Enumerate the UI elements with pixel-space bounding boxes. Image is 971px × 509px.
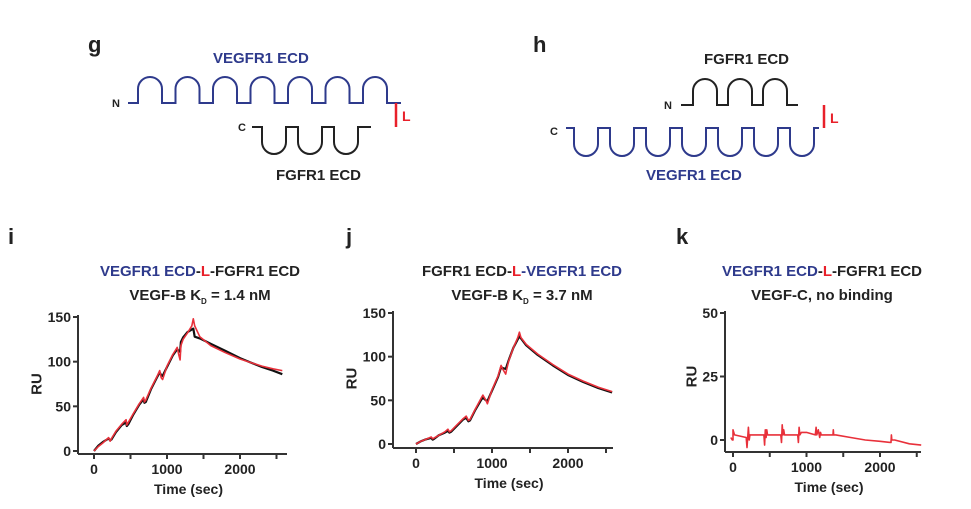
y-axis-label: RU: [29, 373, 46, 395]
x-tick-label: 2000: [552, 455, 583, 471]
series-fit-line: [415, 335, 613, 445]
y-tick-label: 0: [378, 436, 386, 452]
y-tick-label: 50: [370, 392, 386, 408]
chart-title: FGFR1 ECD-L-VEGFR1 ECD: [422, 263, 622, 280]
y-tick-label: 100: [48, 354, 72, 370]
y-tick-label: 150: [363, 305, 387, 321]
chart-title-part: VEGFR1 ECD: [526, 263, 622, 280]
x-axis-label: Time (sec): [795, 479, 864, 495]
diagram-h-top-label: FGFR1 ECD: [704, 51, 789, 68]
y-tick-label: 0: [63, 443, 71, 459]
chart-title-part: L: [823, 263, 832, 280]
chart-title-part: -: [818, 263, 823, 280]
chart-i: i VEGFR1 ECD-L-FGFR1 ECD VEGF-B KD = 1.4 n…: [8, 224, 300, 497]
chart-title-part: FGFR1 ECD: [422, 263, 507, 280]
x-tick-label: 1000: [476, 455, 507, 471]
x-tick-label: 1000: [791, 459, 822, 475]
y-tick-label: 150: [48, 309, 72, 325]
diagram-h-c-terminus: C: [550, 126, 558, 138]
y-axis-label: RU: [683, 366, 700, 388]
chart-subtitle: VEGF-C, no binding: [751, 287, 893, 304]
chart-title: VEGFR1 ECD-L-FGFR1 ECD: [100, 263, 300, 280]
diagram-g-linker-label: L: [402, 108, 411, 124]
series-data-line: [415, 331, 613, 445]
y-tick-label: 100: [363, 349, 387, 365]
diagram-h-linker-label: L: [830, 110, 839, 126]
chart-title-part: -: [521, 263, 526, 280]
panel-label-i: i: [8, 224, 14, 249]
series-fit-line: [93, 327, 283, 452]
chart-title-part: -FGFR1 ECD: [832, 263, 922, 280]
chart-title-part: L: [201, 263, 210, 280]
diagram-h: h FGFR1 ECD N C L VEGFR1 ECD: [533, 32, 839, 184]
diagram-g: g VEGFR1 ECD N C L FGFR1 ECD: [88, 32, 411, 184]
y-tick-label: 0: [710, 432, 718, 448]
x-tick-label: 2000: [224, 461, 255, 477]
y-axis-label: RU: [344, 368, 361, 390]
x-tick-label: 1000: [151, 461, 182, 477]
chart-subtitle: VEGF-B KD = 1.4 nM: [129, 287, 270, 306]
subtitle-suffix: = 3.7 nM: [529, 287, 593, 304]
x-axis-label: Time (sec): [475, 475, 544, 491]
x-tick-label: 2000: [864, 459, 895, 475]
diagram-h-n-terminus: N: [664, 100, 672, 112]
chart-title: VEGFR1 ECD-L-FGFR1 ECD: [722, 263, 922, 280]
chart-title-part: VEGFR1 ECD: [722, 263, 818, 280]
chart-title-part: L: [512, 263, 521, 280]
chart-title-part: -: [196, 263, 201, 280]
x-tick-label: 0: [729, 459, 737, 475]
x-tick-label: 0: [412, 455, 420, 471]
series-data-line: [93, 318, 283, 452]
chart-k: k VEGFR1 ECD-L-FGFR1 ECD VEGF-C, no bindin…: [676, 224, 922, 495]
chart-title-part: -FGFR1 ECD: [210, 263, 300, 280]
diagram-g-top-label: VEGFR1 ECD: [213, 50, 309, 67]
subtitle-prefix: VEGF-C, no binding: [751, 287, 893, 304]
panel-label-k: k: [676, 224, 689, 249]
diagram-g-c-terminus: C: [238, 122, 246, 134]
diagram-g-bottom-label: FGFR1 ECD: [276, 167, 361, 184]
subtitle-subscript: D: [201, 297, 207, 306]
y-tick-label: 50: [55, 398, 71, 414]
x-tick-label: 0: [90, 461, 98, 477]
subtitle-suffix: = 1.4 nM: [207, 287, 271, 304]
panel-label-g: g: [88, 32, 101, 57]
diagram-h-vegfr1-chain: [566, 127, 819, 157]
chart-subtitle: VEGF-B KD = 3.7 nM: [451, 287, 592, 306]
diagram-h-bottom-label: VEGFR1 ECD: [646, 167, 742, 184]
diagram-g-n-terminus: N: [112, 98, 120, 110]
series-data-line: [730, 424, 922, 449]
chart-title-part: VEGFR1 ECD: [100, 263, 196, 280]
subtitle-prefix: VEGF-B K: [451, 287, 523, 304]
subtitle-subscript: D: [523, 297, 529, 306]
y-tick-label: 50: [702, 305, 718, 321]
chart-title-part: -: [507, 263, 512, 280]
x-axis-label: Time (sec): [154, 481, 223, 497]
panel-label-j: j: [345, 224, 352, 249]
diagram-h-fgfr1-chain: [681, 78, 798, 106]
diagram-g-fgfr1-chain: [252, 126, 371, 155]
y-tick-label: 25: [702, 369, 718, 385]
panel-label-h: h: [533, 32, 546, 57]
diagram-g-vegfr1-chain: [128, 76, 401, 104]
subtitle-prefix: VEGF-B K: [129, 287, 201, 304]
